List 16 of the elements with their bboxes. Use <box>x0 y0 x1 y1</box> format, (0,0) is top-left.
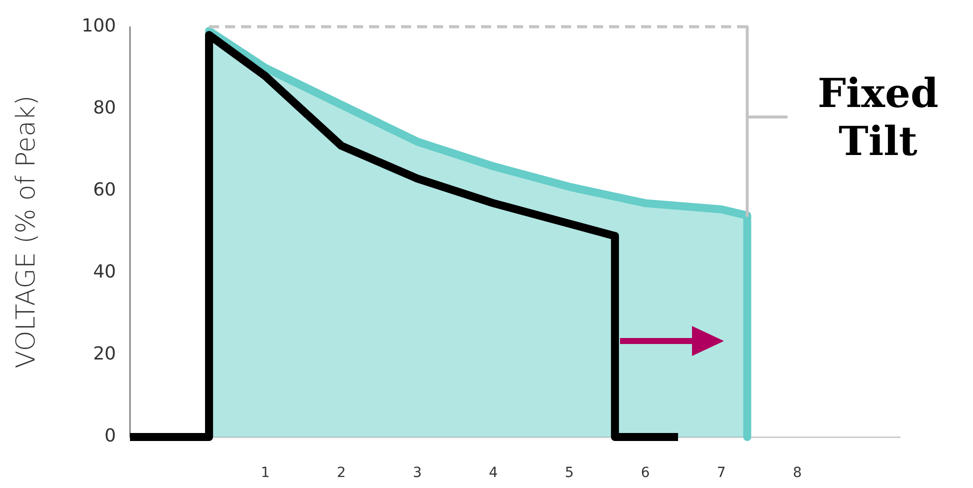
y-tick-label: 0 <box>104 426 116 447</box>
x-tick-label: 8 <box>792 465 802 482</box>
x-tick-label: 1 <box>260 465 270 482</box>
x-tick-label: 2 <box>336 465 346 482</box>
x-tick-label: 5 <box>564 465 574 482</box>
y-tick-label: 60 <box>93 180 116 201</box>
x-tick-label: 3 <box>412 465 422 482</box>
annotation: Fixed Tilt <box>816 70 940 166</box>
y-tick-label: 40 <box>93 262 116 283</box>
x-tick-label: 7 <box>716 465 726 482</box>
y-tick-label: 100 <box>82 15 116 36</box>
y-tick-label: 20 <box>93 344 116 365</box>
x-tick-label: 4 <box>488 465 498 482</box>
x-tick-label: 6 <box>640 465 650 482</box>
y-axis-title: VOLTAGE (% of Peak) <box>11 95 42 368</box>
y-tick-label: 80 <box>93 98 116 119</box>
